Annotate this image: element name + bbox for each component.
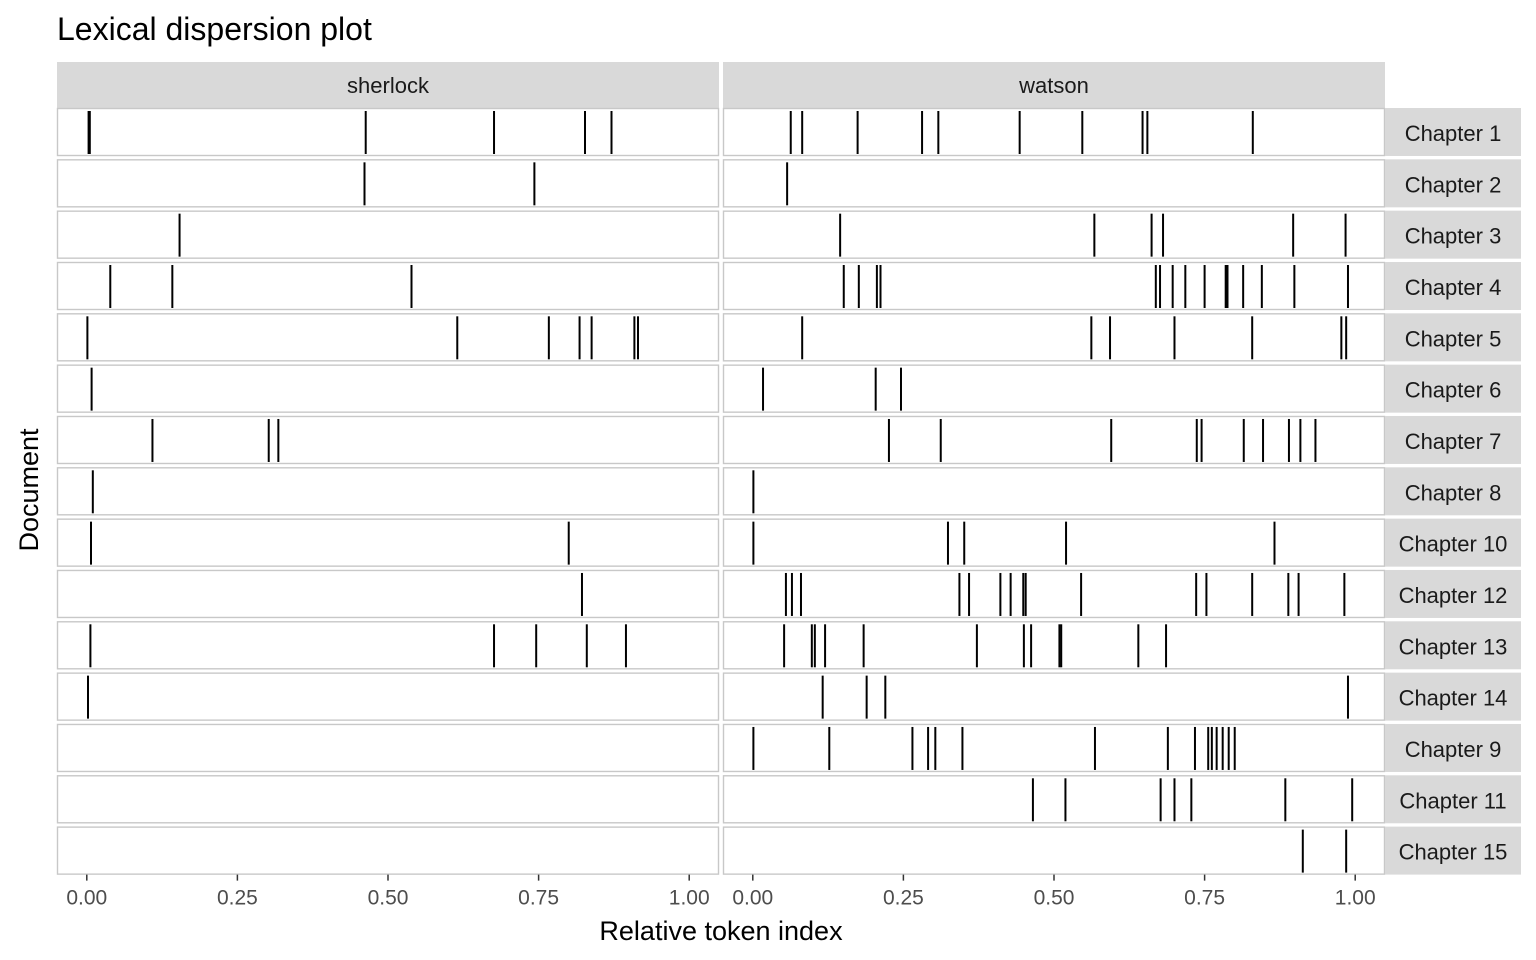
row-label: Chapter 1	[1405, 121, 1502, 146]
row-label: Chapter 6	[1405, 378, 1502, 403]
y-axis-title: Document	[14, 428, 44, 552]
row-strips: Chapter 1 Chapter 2 Chapter 3 Chapter 4 Chap…	[56, 107, 1521, 875]
x-tick-label: 0.50	[1034, 887, 1075, 910]
row-strip	[1385, 518, 1521, 567]
panel-sherlock-row-6	[56, 415, 720, 465]
row-strip	[1385, 313, 1521, 362]
row-strip	[1385, 775, 1521, 824]
x-tick-label: 1.00	[1335, 887, 1376, 910]
row-label: Chapter 13	[1399, 634, 1508, 659]
panel-sherlock-row-14	[56, 826, 720, 875]
panel-sherlock-row-8	[56, 518, 720, 567]
panel-sherlock-row-2	[56, 210, 720, 259]
row-label: Chapter 2	[1405, 172, 1502, 197]
row-strip	[1385, 569, 1521, 618]
panel-watson-row-14	[722, 826, 1386, 875]
panel-sherlock-row-13	[56, 775, 720, 824]
row-strip	[1385, 621, 1521, 670]
row-strip	[1385, 210, 1521, 259]
row-strip	[1385, 364, 1521, 413]
panel-sherlock-row-11	[56, 672, 720, 721]
x-tick-label: 0.25	[883, 887, 924, 910]
x-tick-label: 0.50	[368, 887, 409, 910]
x-tick-label: 0.00	[66, 887, 107, 910]
panel-sherlock-row-0	[56, 107, 720, 157]
panel-watson-row-1	[722, 159, 1386, 208]
facet-panels: sherlock watson	[57, 62, 1385, 108]
facet-label: sherlock	[347, 73, 430, 98]
chart-title: Lexical dispersion plot	[57, 11, 372, 47]
panel-watson-row-13	[722, 775, 1386, 824]
panel-sherlock-row-12	[56, 723, 720, 773]
panel-watson-row-6	[722, 415, 1386, 465]
x-tick-label: 0.75	[518, 887, 559, 910]
panel-watson-row-5	[722, 364, 1386, 413]
panel-watson-row-12	[722, 723, 1386, 773]
panel-sherlock-row-4	[56, 313, 720, 362]
row-strip	[1385, 723, 1521, 772]
row-label: Chapter 10	[1399, 532, 1508, 557]
row-label: Chapter 7	[1405, 429, 1502, 454]
x-tick-label: 0.75	[1184, 887, 1225, 910]
facet-strip-sherlock	[57, 62, 719, 108]
row-strip	[1385, 108, 1521, 156]
panel-sherlock-row-1	[56, 159, 720, 208]
row-label: Chapter 14	[1399, 686, 1508, 711]
panel-watson-row-10	[722, 621, 1386, 670]
panel-watson-row-2	[722, 210, 1386, 259]
panel-sherlock-row-9	[56, 569, 720, 619]
row-label: Chapter 3	[1405, 224, 1502, 249]
row-label: Chapter 9	[1405, 737, 1502, 762]
x-tick-label: 0.25	[217, 887, 258, 910]
row-label: Chapter 5	[1405, 326, 1502, 351]
row-label: Chapter 8	[1405, 480, 1502, 505]
panel-watson-row-0	[722, 107, 1386, 157]
panel-sherlock-row-7	[56, 467, 720, 516]
row-label: Chapter 11	[1399, 788, 1506, 813]
row-strip	[1385, 261, 1521, 310]
facet-label: watson	[1018, 73, 1089, 98]
panel-watson-row-3	[722, 261, 1386, 311]
panel-sherlock-row-10	[56, 621, 720, 670]
panel-watson-row-11	[722, 672, 1386, 721]
row-strip	[1385, 415, 1521, 464]
facet-strip-watson	[723, 62, 1385, 108]
row-strip	[1385, 826, 1521, 875]
row-strip	[1385, 159, 1521, 208]
row-label: Chapter 15	[1399, 840, 1508, 865]
panel-watson-row-4	[722, 313, 1386, 362]
row-label: Chapter 12	[1399, 583, 1508, 608]
x-axis-ticks: 0.00 0.25 0.50 0.75 1.00 0.00 0.25 0.50 0.75 1.00	[66, 874, 1376, 910]
panel-watson-row-9	[722, 569, 1386, 619]
row-strip	[1385, 467, 1521, 516]
row-strip	[1385, 672, 1521, 721]
panel-watson-row-8	[722, 518, 1386, 567]
row-label: Chapter 4	[1405, 275, 1502, 300]
x-tick-label: 0.00	[732, 887, 773, 910]
x-axis-title: Relative token index	[599, 916, 843, 946]
panel-watson-row-7	[722, 467, 1386, 516]
x-tick-label: 1.00	[669, 887, 710, 910]
panel-sherlock-row-5	[56, 364, 720, 413]
panel-sherlock-row-3	[56, 261, 720, 311]
